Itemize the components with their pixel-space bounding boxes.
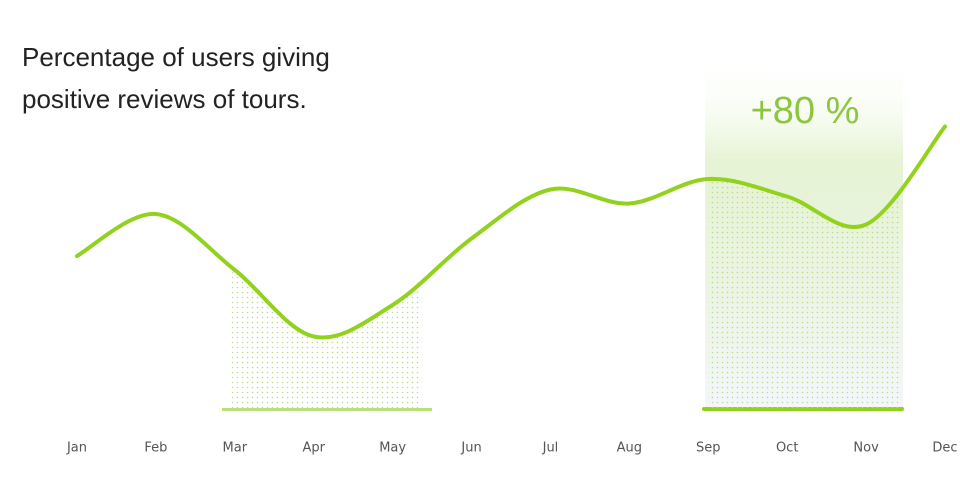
x-tick-label: Mar (223, 441, 248, 456)
x-tick-label: Jan (66, 441, 87, 456)
x-tick-label: Dec (932, 441, 957, 456)
x-tick-label: Apr (302, 441, 325, 456)
x-tick-label: Feb (144, 441, 167, 456)
x-tick-label: Nov (853, 441, 879, 456)
line (75, 124, 947, 340)
x-tick-label: Jun (460, 441, 481, 456)
x-tick-label: Sep (696, 441, 721, 456)
x-tick-label: Jul (542, 441, 559, 456)
chart-title: Percentage of users giving positive revi… (22, 42, 330, 114)
annotation: +80 % (751, 90, 860, 132)
x-tick-label: Aug (617, 441, 642, 456)
x-tick-label: May (379, 441, 406, 456)
x-tick-label: Oct (776, 441, 798, 456)
